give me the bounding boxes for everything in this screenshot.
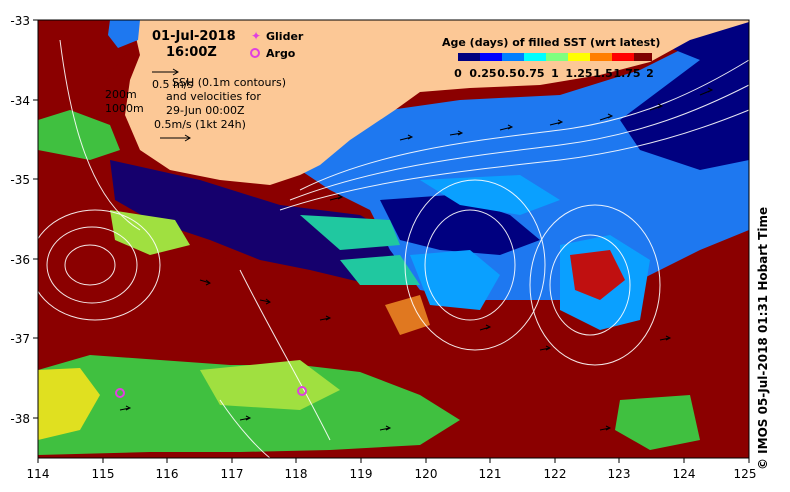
colorbar-swatch	[502, 53, 524, 61]
glider-symbol: ✦	[251, 29, 261, 43]
colorbar-tick: 1.5	[593, 67, 613, 80]
x-axis-labels: 114 115 116 117 118 119 120 121 122 123 …	[27, 467, 757, 481]
ssh-contour-note: SSH (0.1m contours)	[172, 76, 286, 89]
navy-region-northeast	[600, 20, 749, 170]
colorbar-swatch	[612, 53, 634, 61]
vel-scale-label: 0.5 m/s	[152, 78, 193, 91]
colorbar-swatch	[458, 53, 480, 61]
teal-patch	[300, 215, 400, 250]
x-tick-label: 116	[156, 467, 179, 481]
x-tick-label: 120	[415, 467, 438, 481]
velocity-date-note: 29-Jun 00:00Z	[166, 104, 245, 117]
colorbar-swatch	[590, 53, 612, 61]
yellow-patch-sw	[38, 368, 100, 440]
depth-1000-label: 1000m	[105, 102, 144, 115]
depth-200-label: 200m	[105, 88, 137, 101]
y-tick-label: -37	[10, 332, 30, 346]
colorbar-tick: 0.5	[497, 67, 517, 80]
coastal-blue-nw	[108, 20, 140, 48]
argo-label: Argo	[266, 47, 296, 60]
glider-label: Glider	[266, 30, 304, 43]
y-tick-label: -36	[10, 253, 30, 267]
colorbar-swatch	[524, 53, 546, 61]
colorbar-swatch	[480, 53, 502, 61]
y-axis-labels: -33 -34 -35 -36 -37 -38	[10, 14, 30, 426]
navy-band-west	[110, 160, 400, 282]
yellowgreen-patch	[200, 360, 340, 410]
colorbar-tick: 2	[646, 67, 654, 80]
colorbar-swatch	[568, 53, 590, 61]
x-tick-label: 118	[285, 467, 308, 481]
velocity-scale-arrow	[160, 134, 191, 142]
x-tick-label: 125	[734, 467, 757, 481]
y-tick-label: -38	[10, 412, 30, 426]
and-velocities-note: and velocities for	[166, 90, 261, 103]
map-date: 01-Jul-2018	[152, 29, 236, 44]
orange-patch	[385, 295, 430, 335]
axis-ticks	[33, 19, 750, 463]
velocity-arrows	[119, 87, 714, 431]
argo-marker	[115, 388, 125, 398]
velocity-scale-note: 0.5m/s (1kt 24h)	[154, 118, 246, 131]
y-tick-label: -34	[10, 94, 30, 108]
x-tick-label: 123	[608, 467, 631, 481]
green-patch-se	[615, 395, 700, 450]
y-tick-label: -35	[10, 173, 30, 187]
colorbar	[458, 53, 652, 61]
y-tick-label: -33	[10, 14, 30, 28]
x-tick-label: 124	[673, 467, 696, 481]
x-tick-label: 115	[92, 467, 115, 481]
colorbar-tick: 1.25	[565, 67, 592, 80]
argo-marker	[297, 386, 307, 396]
ssh-contours	[29, 39, 750, 459]
colorbar-tick: 0.25	[469, 67, 496, 80]
navy-patch-central	[380, 195, 540, 255]
velocity-scale-arrow-top	[152, 68, 179, 76]
argo-markers	[115, 386, 307, 398]
colorbar-tick: 0.75	[517, 67, 544, 80]
colorbar-tick: 0	[454, 67, 462, 80]
colorbar-tick: 1.75	[613, 67, 640, 80]
teal-patch-2	[340, 255, 420, 285]
colorbar-swatch	[634, 53, 652, 61]
colorbar-tick: 1	[551, 67, 559, 80]
plot-frame	[37, 19, 750, 459]
credit-text: © IMOS 05-Jul-2018 01:31 Hobart Time	[756, 206, 770, 470]
colorbar-ticks: 0 0.25 0.5 0.75 1 1.25 1.5 1.75 2	[454, 67, 654, 80]
argo-symbol	[250, 48, 260, 58]
colorbar-swatch	[546, 53, 568, 61]
x-tick-label: 117	[221, 467, 244, 481]
x-tick-label: 121	[479, 467, 502, 481]
colorbar-title: Age (days) of filled SST (wrt latest)	[442, 36, 660, 49]
x-tick-label: 114	[27, 467, 50, 481]
red-eddy-core	[570, 250, 625, 300]
x-tick-label: 122	[544, 467, 567, 481]
x-tick-label: 119	[350, 467, 373, 481]
map-time: 16:00Z	[166, 45, 217, 60]
land-mass	[125, 20, 749, 185]
